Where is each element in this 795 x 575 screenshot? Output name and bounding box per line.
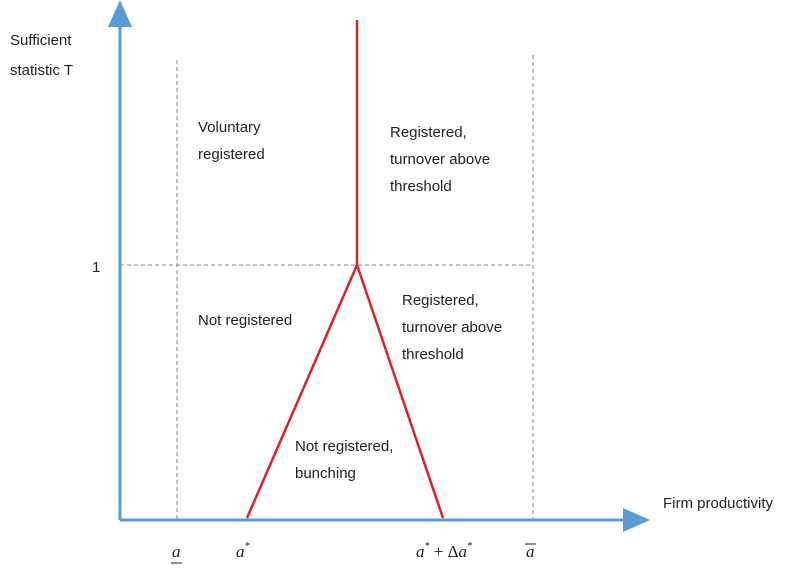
y-tick-label: 1 [92, 259, 100, 276]
region-label: Registered, [390, 124, 467, 141]
x-tick-label: a [526, 542, 535, 561]
region-label: Not registered [198, 312, 292, 329]
region-label: Registered, [402, 292, 479, 309]
boundaries [245, 20, 445, 519]
x-tick-part: a [172, 542, 181, 561]
region-label: Not registered, [295, 438, 393, 455]
x-tick-label: a [172, 542, 181, 561]
x-tick-part: * [245, 541, 250, 552]
y-axis-label: Sufficient [10, 32, 72, 49]
region-label: threshold [402, 346, 464, 363]
x-tick-part: * [425, 541, 430, 552]
x-tick-part: * [467, 541, 472, 552]
x-tick-part: a [236, 542, 245, 561]
x-tick-part: a [416, 542, 425, 561]
labels: Sufficient statistic T 1 Firm productivity V… [10, 32, 774, 564]
y-axis-label: statistic T [10, 62, 73, 79]
x-axis-label: Firm productivity [663, 495, 774, 512]
x-tick-label: a* + Δa* [416, 541, 472, 561]
x-tick-part: + Δ [430, 542, 459, 561]
region-label: turnover above [402, 319, 502, 336]
x-tick-part: a [526, 542, 535, 561]
region-label: Voluntary [198, 119, 261, 136]
x-tick-label: a* [236, 541, 250, 561]
region-label: turnover above [390, 151, 490, 168]
region-label: threshold [390, 178, 452, 195]
x-tick-part: a [459, 542, 468, 561]
region-label: bunching [295, 465, 356, 482]
region-label: registered [198, 146, 265, 163]
